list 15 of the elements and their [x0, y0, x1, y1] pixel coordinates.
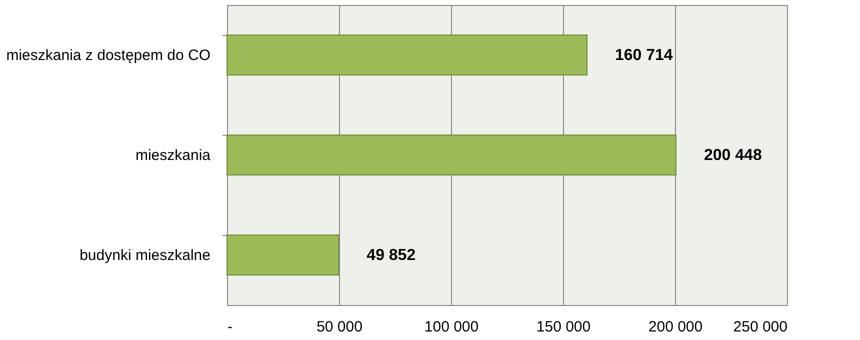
y-tick-label: budynki mieszkalne [80, 247, 210, 264]
data-label: 49 852 [366, 247, 416, 264]
data-label: 200 448 [704, 147, 762, 164]
bar [226, 134, 677, 176]
bar [226, 234, 340, 276]
y-tick-label: mieszkania [135, 147, 212, 164]
y-tick-label: mieszkania z dostępem do CO [6, 47, 210, 64]
x-tick-label: 50 000 [316, 318, 362, 336]
x-tick-label: 200 000 [648, 318, 703, 336]
data-label: 160 714 [615, 47, 673, 64]
x-tick-label: 150 000 [536, 318, 591, 336]
x-tick-label: 100 000 [424, 318, 479, 336]
x-tick-label: 250 000 [733, 318, 788, 336]
bar [226, 34, 588, 76]
x-tick-label: - [228, 318, 232, 336]
